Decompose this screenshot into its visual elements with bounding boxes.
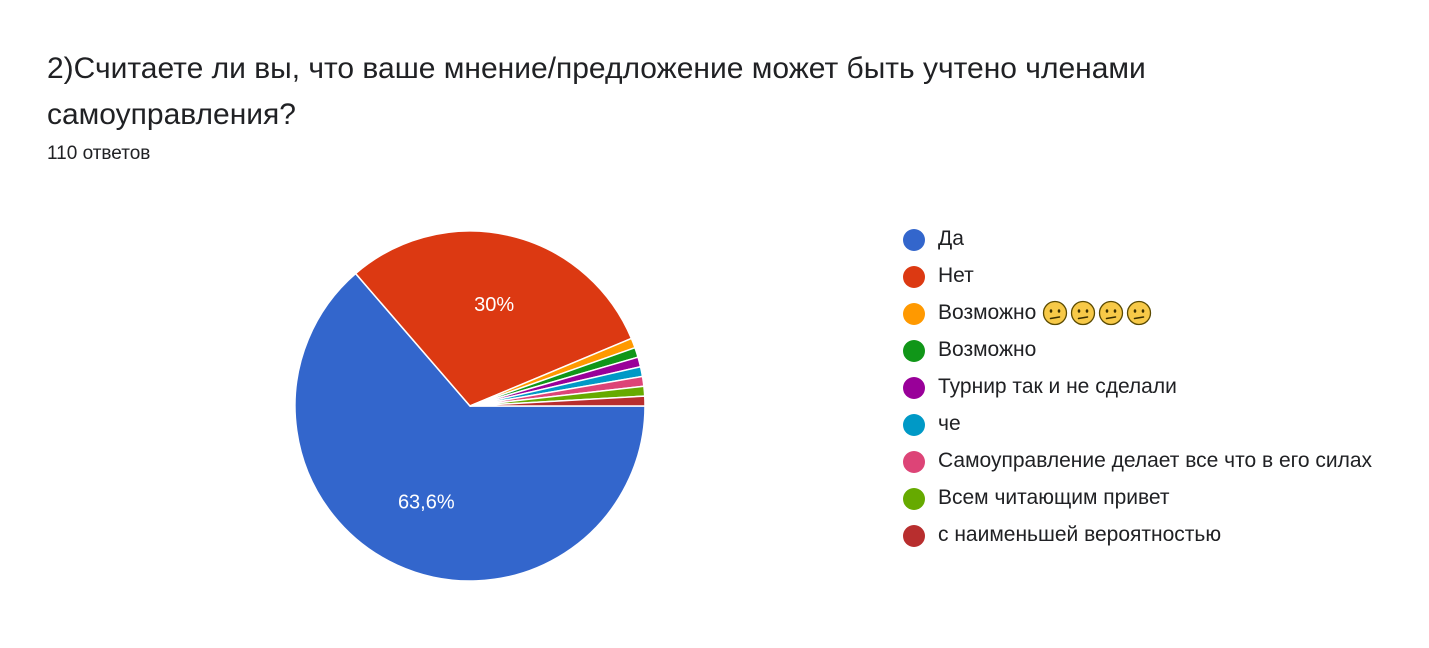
legend-color-dot <box>903 488 925 510</box>
pie-slice[interactable] <box>294 272 646 582</box>
legend-item[interactable]: Да <box>903 224 1383 254</box>
legend-color-dot <box>903 377 925 399</box>
pie-slice[interactable] <box>469 395 646 407</box>
legend-item[interactable]: Нет <box>903 261 1383 291</box>
neutral-face-emoji-icon <box>1098 300 1124 326</box>
legend-item[interactable]: Всем читающим привет <box>903 483 1383 513</box>
neutral-face-emoji-icon <box>1070 300 1096 326</box>
chart-title: 2)Считаете ли вы, что ваше мнение/предло… <box>47 52 1146 131</box>
legend-color-dot <box>903 229 925 251</box>
legend-color-dot <box>903 266 925 288</box>
legend-label: че <box>938 412 961 435</box>
legend-color-dot <box>903 340 925 362</box>
legend-item[interactable]: Турнир так и не сделали <box>903 372 1383 402</box>
chart-legend: Да Нет Возможно Возможно Турнир так и не сде… <box>903 224 1383 557</box>
legend-label: Возможно <box>938 338 1037 361</box>
legend-item[interactable]: Возможно <box>903 298 1383 328</box>
legend-label: с наименьшей вероятностью <box>938 523 1222 546</box>
response-count: 110 ответов <box>47 143 151 164</box>
legend-item[interactable]: Возможно <box>903 335 1383 365</box>
legend-label: Турнир так и не сделали <box>938 375 1177 398</box>
legend-label: Нет <box>938 264 974 287</box>
legend-item[interactable]: че <box>903 409 1383 439</box>
slice-percent-label: 30% <box>474 294 514 316</box>
legend-label: Всем читающим привет <box>938 486 1170 509</box>
legend-label: Да <box>938 227 964 250</box>
legend-color-dot <box>903 525 925 547</box>
neutral-face-emoji-icon <box>1042 300 1068 326</box>
legend-label: Самоуправление делает все что в его сила… <box>938 449 1373 472</box>
legend-label: Возможно <box>938 301 1037 324</box>
legend-item[interactable]: Самоуправление делает все что в его сила… <box>903 446 1383 476</box>
legend-color-dot <box>903 451 925 473</box>
pie-slice[interactable] <box>354 230 633 407</box>
legend-color-dot <box>903 414 925 436</box>
legend-color-dot <box>903 303 925 325</box>
slice-percent-label: 63,6% <box>398 492 455 514</box>
pie-chart: 63,6% 30% <box>294 230 646 582</box>
legend-item[interactable]: с наименьшей вероятностью <box>903 520 1383 550</box>
neutral-face-emoji-icon <box>1126 300 1152 326</box>
